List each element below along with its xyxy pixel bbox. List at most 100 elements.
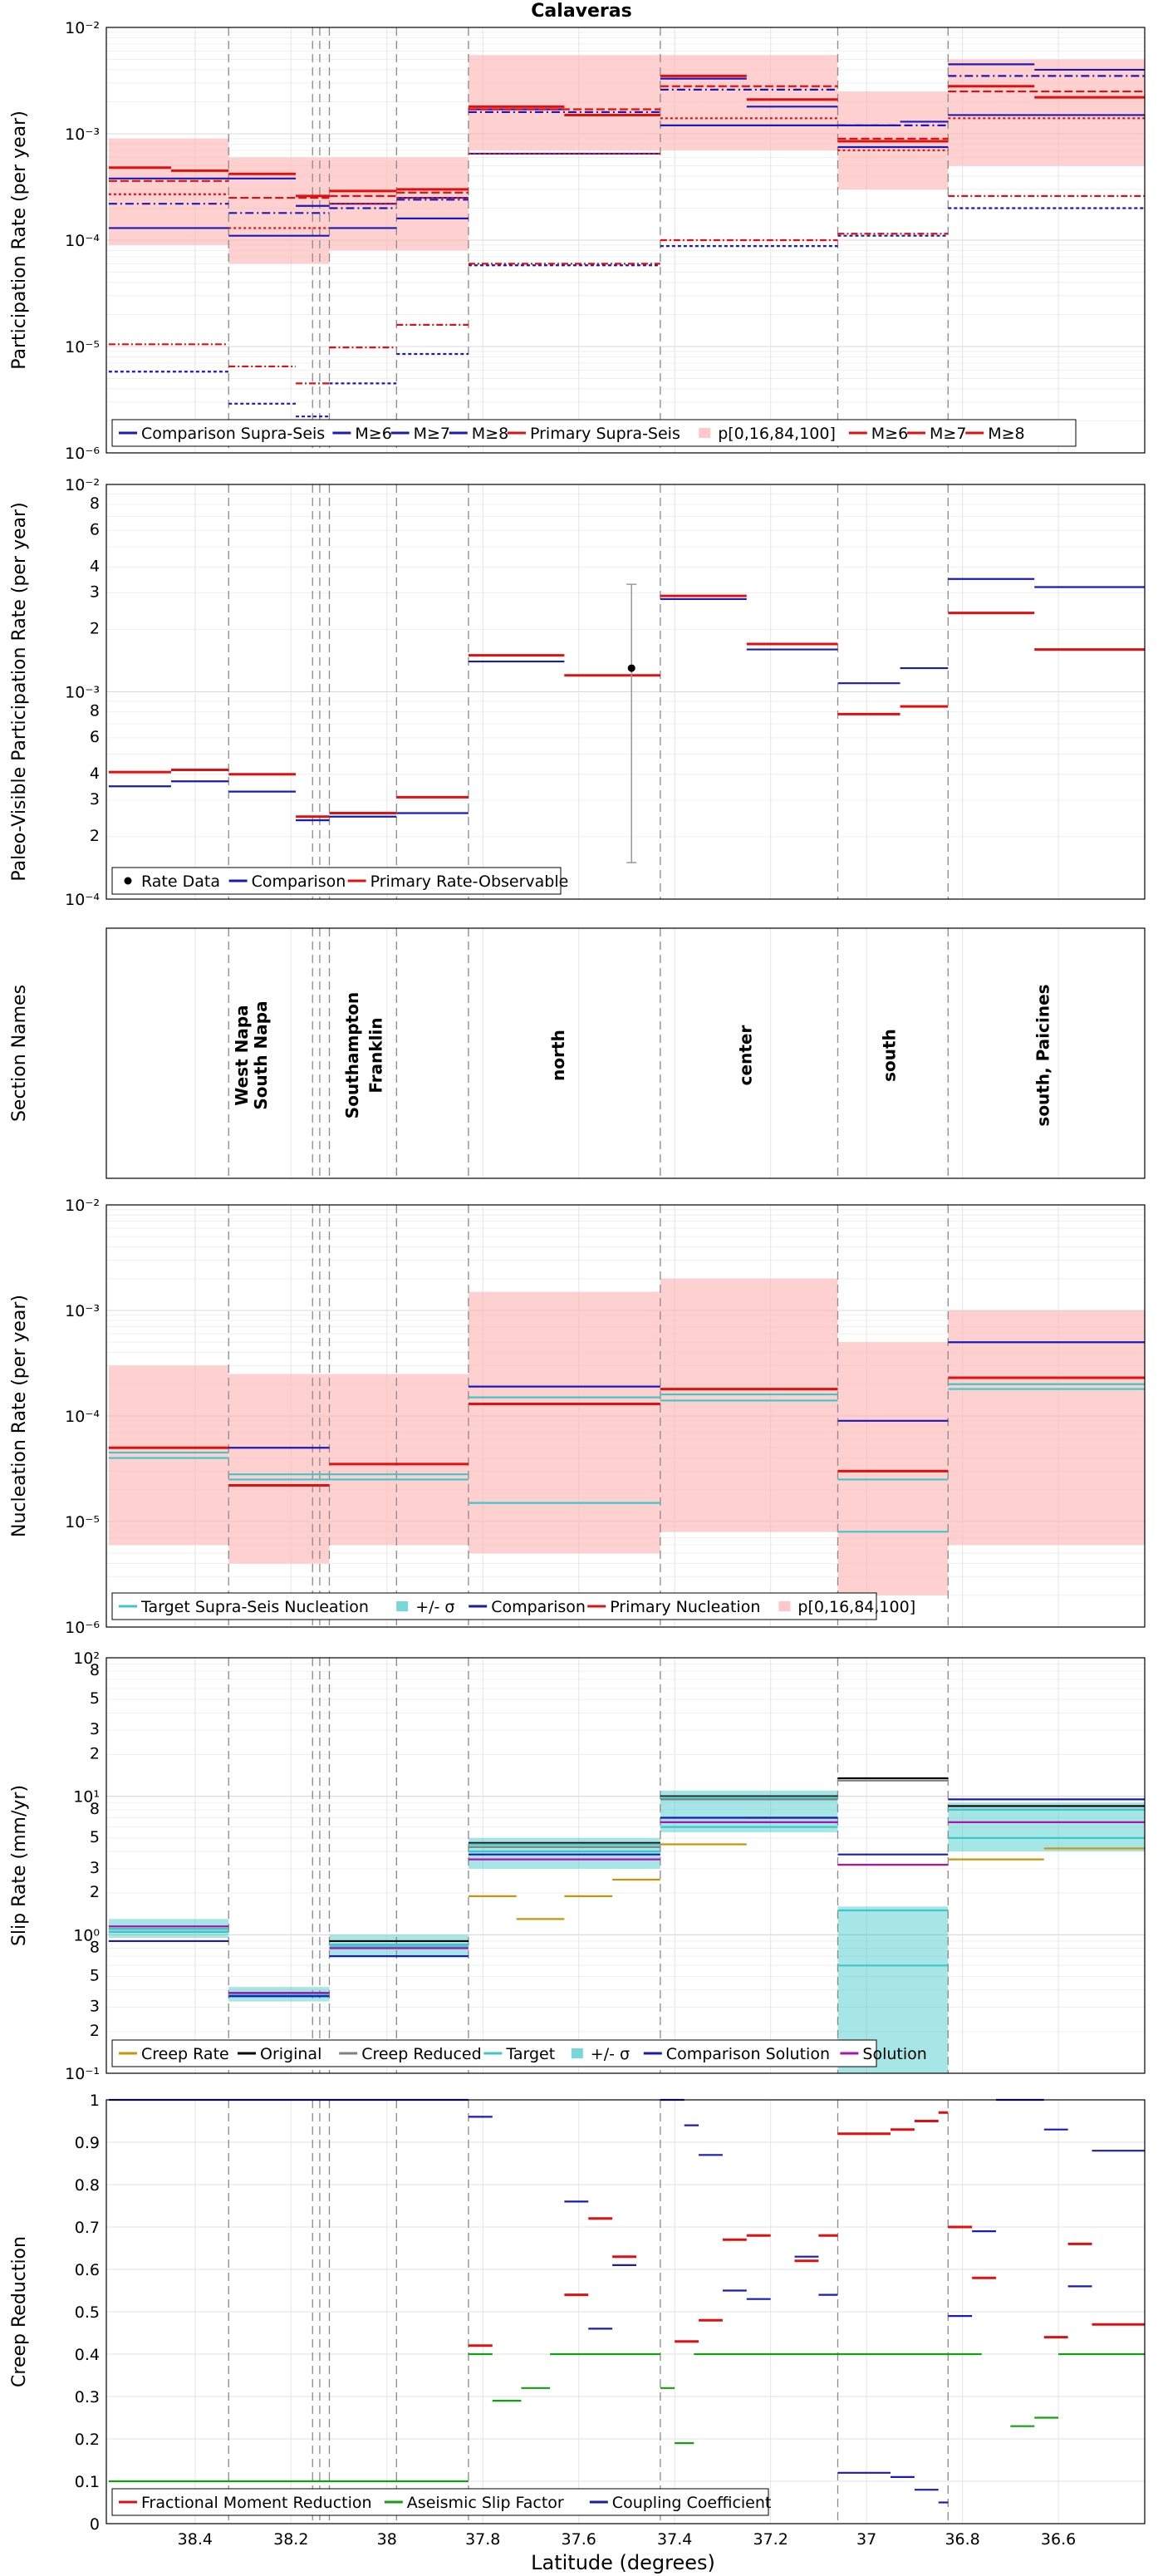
y-tick-label: 0.2 <box>75 2431 100 2449</box>
band-p-0-16-84-100- <box>468 1291 660 1554</box>
y-minor-tick-label: 2 <box>90 1883 100 1901</box>
y-minor-tick-label: 4 <box>90 557 100 575</box>
figure-title: Calaveras <box>531 1 631 22</box>
y-tick-label: 10¹ <box>73 1788 100 1807</box>
section-name: Southampton <box>342 992 362 1118</box>
panel-nucleation: 10⁻⁶ 10⁻⁵ 10⁻⁴ 10⁻³ 10⁻² Nucleation Rate (per… <box>9 1197 1146 1637</box>
legend-label: Target Supra-Seis Nucleation <box>140 1598 369 1616</box>
y-minor-tick-label: 2 <box>90 619 100 637</box>
y-tick-label: 10⁻³ <box>65 125 100 144</box>
y-tick-label: 0.8 <box>75 2176 100 2195</box>
axes-frame <box>106 1657 1146 2074</box>
y-axis-label: Section Names <box>9 985 30 1122</box>
y-tick-label: 10⁻² <box>65 476 100 494</box>
legend-swatch <box>124 877 132 885</box>
y-tick-label: 10⁻⁶ <box>65 445 100 463</box>
band-p-0-16-84-100- <box>228 1374 330 1564</box>
legend-label: Original <box>260 2045 321 2063</box>
section-name: north <box>548 1030 568 1081</box>
legend-swatch <box>699 428 711 438</box>
band-p-0-16-84-100- <box>329 1374 469 1546</box>
y-axis-label: Creep Reduction <box>9 2236 30 2387</box>
x-tick-label: 37 <box>856 2530 876 2549</box>
band-p-0-16-84-100- <box>660 55 838 150</box>
axes-frame <box>106 2099 1146 2524</box>
legend-label: Comparison Supra-Seis <box>141 425 325 443</box>
y-minor-tick-label: 3 <box>90 583 100 601</box>
section-name: center <box>735 1025 755 1086</box>
y-tick-label: 10⁻⁶ <box>65 1619 100 1637</box>
legend-label: M≥6 <box>355 425 391 443</box>
panel-creep: 0 0.1 0.2 0.3 0.4 0.5 0.6 0.7 0.8 0.9 1 Creep Reduc… <box>9 2092 1146 2534</box>
section-name: south, Paicines <box>1033 984 1053 1126</box>
y-tick-label: 10⁻⁴ <box>65 1408 100 1426</box>
x-tick-label: 37.8 <box>465 2530 500 2549</box>
legend-label: Primary Supra-Seis <box>530 425 680 443</box>
y-minor-tick-label: 8 <box>90 702 100 720</box>
rate-data-point <box>627 664 635 672</box>
x-tick-label: 37.6 <box>562 2530 596 2549</box>
section-name: West Napa <box>232 1005 252 1105</box>
x-axis-label: Latitude (degrees) <box>531 2551 715 2574</box>
plot-area <box>106 1658 1145 2073</box>
band-- <box>948 1802 1145 1851</box>
band-p-0-16-84-100- <box>468 55 660 150</box>
y-tick-label: 0.6 <box>75 2261 100 2279</box>
legend-swatch <box>571 2048 583 2058</box>
y-axis-label: Nucleation Rate (per year) <box>9 1295 30 1537</box>
legend-label: Aseismic Slip Factor <box>407 2494 564 2512</box>
y-tick-label: 10⁻⁵ <box>65 338 100 356</box>
x-tick-label: 36.6 <box>1041 2530 1076 2549</box>
y-tick-label: 0.5 <box>75 2303 100 2322</box>
y-minor-tick-label: 6 <box>90 520 100 538</box>
legend: Target Supra-Seis Nucleation +/- σ Compari… <box>111 1592 915 1620</box>
legend-label: p[0,16,84,100] <box>797 1598 915 1616</box>
y-tick-label: 0.7 <box>75 2219 100 2237</box>
x-tick-label: 36.8 <box>945 2530 979 2549</box>
legend-label: Primary Rate-Observable <box>370 873 569 891</box>
axes-frame <box>106 1204 1146 1628</box>
legend-label: M≥6 <box>871 425 908 443</box>
axes-frame <box>106 927 1146 1179</box>
y-minor-tick-label: 3 <box>90 1997 100 2015</box>
legend-label: Target <box>505 2045 555 2063</box>
legend-swatch <box>778 1601 791 1611</box>
y-tick-label: 10⁻⁴ <box>65 232 100 250</box>
y-minor-tick-label: 4 <box>90 764 100 783</box>
y-minor-tick-label: 3 <box>90 1720 100 1738</box>
legend-label: Creep Rate <box>141 2045 229 2063</box>
y-tick-label: 0.4 <box>75 2346 100 2364</box>
legend-label: M≥8 <box>472 425 508 443</box>
legend: Comparison Supra-Seis M≥6 M≥7 M≥8 Primary Su… <box>111 419 1077 447</box>
y-tick-label: 10⁻² <box>65 19 100 37</box>
x-tick-label: 37.4 <box>657 2530 692 2549</box>
y-tick-label: 10⁻⁵ <box>65 1513 100 1531</box>
legend-box <box>111 2488 769 2516</box>
x-tick-label: 38 <box>377 2530 397 2549</box>
legend-label: M≥8 <box>988 425 1024 443</box>
y-minor-tick-label: 8 <box>90 1938 100 1956</box>
y-minor-tick-label: 3 <box>90 1859 100 1877</box>
panel-paleo: 10⁻⁴ 10⁻³ 10⁻² 2 3 4 6 8 2 3 4 6 8 Paleo-Visible Part… <box>9 476 1146 909</box>
legend-label: Solution <box>862 2045 926 2063</box>
y-tick-label: 10⁰ <box>73 1926 100 1944</box>
y-tick-label: 10⁻³ <box>65 684 100 702</box>
panel-section-names: West Napa South Napa Southampton Franklin no… <box>9 927 1146 1179</box>
y-minor-tick-label: 5 <box>90 1689 100 1708</box>
legend: Creep Rate Original Creep Reduced Target +/-… <box>111 2039 927 2067</box>
y-minor-tick-label: 2 <box>90 2022 100 2040</box>
legend-label: M≥7 <box>930 425 966 443</box>
y-axis-label: Participation Rate (per year) <box>9 111 30 370</box>
legend-label: M≥7 <box>414 425 450 443</box>
y-minor-tick-label: 8 <box>90 494 100 513</box>
y-tick-label: 0.3 <box>75 2388 100 2406</box>
x-tick-label: 37.2 <box>753 2530 788 2549</box>
section-name: South Napa <box>251 1000 271 1109</box>
y-minor-tick-label: 5 <box>90 1967 100 1985</box>
y-minor-tick-label: 2 <box>90 1744 100 1762</box>
y-tick-label: 10⁻³ <box>65 1302 100 1320</box>
y-minor-tick-label: 3 <box>90 790 100 809</box>
y-minor-tick-label: 5 <box>90 1828 100 1846</box>
legend-box <box>111 1592 877 1620</box>
